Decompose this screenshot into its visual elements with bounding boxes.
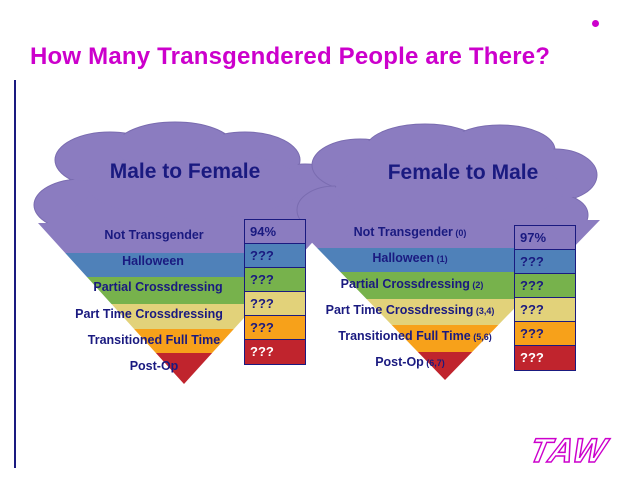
mtf-level-label: Partial Crossdressing [93, 280, 222, 294]
value-cell: ??? [245, 316, 305, 340]
value-cell: ??? [245, 340, 305, 364]
value-cell: ??? [245, 244, 305, 268]
value-cell: 97% [515, 226, 575, 250]
value-cell: ??? [245, 292, 305, 316]
ftm-band [417, 352, 473, 380]
mtf-value-table: 94%??????????????? [244, 219, 306, 365]
mtf-level-label: Halloween [122, 254, 184, 268]
ftm-band [366, 299, 524, 325]
mtf-heading: Male to Female [109, 160, 261, 183]
ftm-band [340, 272, 550, 299]
mtf-cloud-fill [86, 151, 304, 219]
level-label-text: Partial Crossdressing [340, 277, 470, 291]
ftm-band [391, 325, 499, 352]
page-title: How Many Transgendered People are There? [30, 43, 551, 70]
ftm-level-label: Part Time Crossdressing (3,4) [326, 303, 495, 317]
ftm-heading: Female to Male [387, 161, 539, 184]
taw-logo: TAW [525, 431, 611, 471]
value-cell: ??? [515, 250, 575, 274]
mtf-band [134, 329, 234, 353]
level-label-text: Post-Op [129, 359, 179, 373]
left-rule [14, 80, 16, 468]
level-code: (3,4) [473, 306, 495, 316]
level-label-text: Part Time Crossdressing [75, 306, 223, 321]
level-label-text: Halloween [122, 254, 184, 269]
value-cell: ??? [515, 346, 575, 370]
ftm-level-label: Partial Crossdressing (2) [341, 277, 484, 291]
value-cell: ??? [245, 268, 305, 292]
mtf-band [155, 353, 213, 384]
level-label-text: Not Transgender [104, 228, 204, 242]
level-label-text: Partial Crossdressing [93, 280, 223, 295]
value-cell: ??? [515, 274, 575, 298]
ftm-band [317, 248, 573, 272]
ftm-level-label: Post-Op (6,7) [375, 355, 445, 369]
mtf-level-label: Part Time Crossdressing [75, 307, 223, 321]
level-code: (0) [452, 228, 467, 238]
ftm-level-label: Halloween (1) [372, 251, 447, 265]
ftm-level-label: Not Transgender (0) [354, 225, 467, 239]
level-label-text: Not Transgender [353, 225, 453, 239]
value-cell: ??? [515, 298, 575, 322]
level-label-text: Transitioned Full Time [338, 329, 471, 343]
ftm-cloud-fill [336, 156, 564, 224]
level-label-text: Post-Op [375, 355, 424, 369]
ftm-level-label: Transitioned Full Time (5,6) [338, 329, 491, 343]
mtf-band [65, 253, 303, 277]
level-label-text: Transitioned Full Time [87, 332, 221, 347]
level-code: (1) [434, 254, 448, 264]
mtf-level-label: Transitioned Full Time [88, 333, 220, 347]
level-code: (2) [469, 280, 484, 290]
mtf-band [111, 304, 257, 329]
level-code: (6,7) [423, 358, 445, 368]
mtf-band [86, 277, 282, 304]
level-label-text: Part Time Crossdressing [325, 303, 474, 317]
level-code: (5,6) [470, 332, 492, 342]
mtf-level-label: Post-Op [130, 359, 179, 373]
value-cell: 94% [245, 220, 305, 244]
level-label-text: Halloween [372, 251, 435, 265]
value-cell: ??? [515, 322, 575, 346]
mtf-level-label: Not Transgender [104, 228, 203, 242]
ftm-value-table: 97%??????????????? [514, 225, 576, 371]
bullet-dot [592, 20, 599, 27]
